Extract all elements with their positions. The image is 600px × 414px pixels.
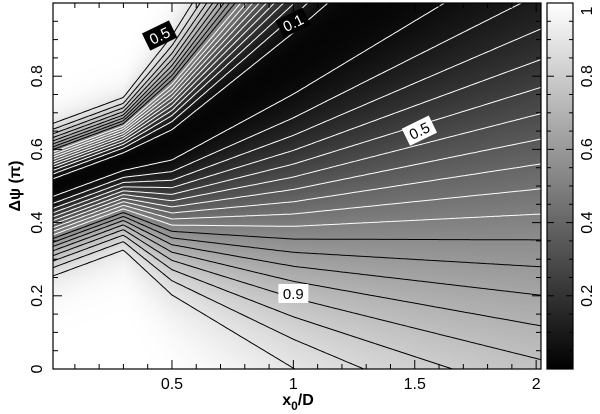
contour-line bbox=[53, 3, 541, 225]
heatmap-canvas bbox=[53, 3, 541, 369]
contour-labels: 0.50.10.50.9 bbox=[141, 7, 438, 303]
y-tick-label: 0.8 bbox=[29, 65, 46, 87]
y-tick-label: 0.2 bbox=[29, 285, 46, 307]
y-tick-label: 0.4 bbox=[29, 211, 46, 233]
contour-line bbox=[53, 3, 453, 369]
colorbar-tick-label: 0.2 bbox=[579, 285, 596, 307]
contour-line bbox=[53, 3, 522, 204]
colorbar-ticks: 0.2 0.4 0.6 0.8 1 bbox=[547, 2, 596, 352]
colorbar-tick-label: 0.6 bbox=[579, 138, 596, 160]
contour-line bbox=[53, 3, 541, 241]
x-tick-label: 1.5 bbox=[404, 376, 426, 393]
contour-line bbox=[53, 3, 541, 221]
y-axis-ticks: 0 0.2 0.4 0.6 0.8 bbox=[29, 2, 541, 373]
contour-label: 0.9 bbox=[278, 283, 309, 303]
plot-area: 0.50.10.50.9 0.5 1 1.5 2 00.20.40.60.8 bbox=[29, 2, 542, 393]
y-axis-title: Δψ (π) bbox=[7, 161, 24, 212]
colorbar-tick-label: 0.8 bbox=[579, 65, 596, 87]
x-tick-label: 2 bbox=[532, 376, 541, 393]
contour-line bbox=[53, 3, 541, 296]
x-axis-title: x0/D bbox=[282, 392, 314, 413]
colorbar-tick-label: 0.4 bbox=[579, 211, 596, 233]
y-tick-label: 0.6 bbox=[29, 138, 46, 160]
colorbar: 0.2 0.4 0.6 0.8 1 bbox=[546, 2, 596, 370]
contour-line bbox=[53, 3, 541, 229]
y-tick-label: 0 bbox=[29, 364, 46, 373]
contour-line bbox=[53, 3, 541, 268]
colorbar-gradient bbox=[546, 2, 574, 370]
contour-line bbox=[53, 3, 541, 236]
contour-line bbox=[53, 3, 445, 197]
colorbar-tick-label: 1 bbox=[579, 6, 596, 15]
contour-line bbox=[53, 3, 365, 369]
contour-line bbox=[53, 3, 541, 214]
x-tick-label: 1 bbox=[289, 376, 298, 393]
x-axis-ticks: 0.5 1 1.5 2 bbox=[74, 3, 541, 393]
x-tick-label: 0.5 bbox=[161, 376, 183, 393]
contour-line bbox=[53, 3, 541, 209]
contour-line bbox=[53, 3, 296, 369]
svg-text:0.9: 0.9 bbox=[283, 286, 304, 303]
contour-label: 0.5 bbox=[141, 20, 178, 51]
contour-line bbox=[53, 3, 541, 327]
